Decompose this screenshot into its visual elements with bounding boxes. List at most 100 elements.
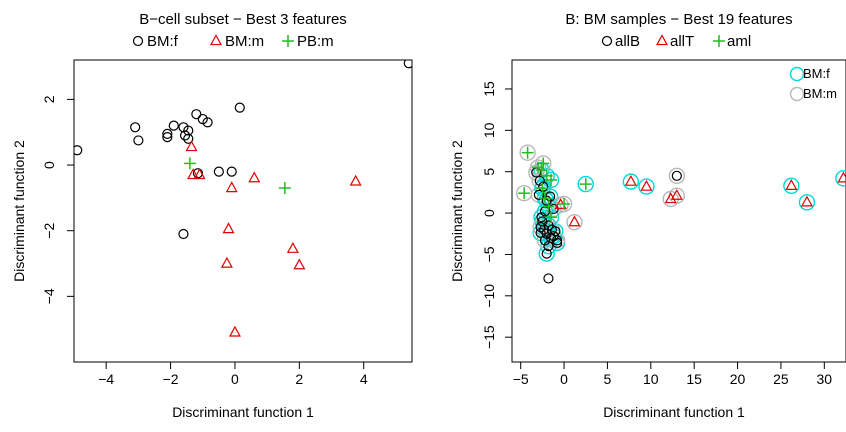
point-bm-f xyxy=(162,132,173,143)
point-ring-cyan xyxy=(798,194,816,211)
point-ring-cyan xyxy=(534,180,551,197)
point-aml xyxy=(521,146,534,159)
point-ring-cyan xyxy=(783,177,800,194)
point-ring-gray xyxy=(535,155,552,172)
point-aml xyxy=(518,187,531,200)
x-tick-label: 10 xyxy=(643,371,659,387)
y-tick-label: −5 xyxy=(481,246,497,262)
legend-label: PB:m xyxy=(297,33,334,50)
y-tick-label: 10 xyxy=(481,122,497,138)
point-pb-m xyxy=(183,157,196,170)
point-ring-gray xyxy=(566,213,583,231)
x-axis-label: Discriminant function 1 xyxy=(172,404,314,420)
point-allb xyxy=(543,273,554,284)
data-points xyxy=(515,144,846,284)
x-axis-label: Discriminant function 1 xyxy=(603,404,745,420)
x-tick-label: 30 xyxy=(817,371,833,387)
point-aml xyxy=(545,173,558,186)
x-tick-label: −5 xyxy=(513,371,529,387)
point-bm-m xyxy=(228,325,241,337)
legend-marker-allt xyxy=(655,34,669,46)
point-allb xyxy=(534,175,545,186)
point-bm-f xyxy=(202,117,213,128)
plot-box xyxy=(511,59,846,363)
y-axis-label: Discriminant function 2 xyxy=(11,140,27,282)
y-axis-label: Discriminant function 2 xyxy=(449,140,465,282)
y-tick-label: −15 xyxy=(481,325,497,349)
point-bm-f xyxy=(130,122,141,133)
point-ring-gray xyxy=(519,144,536,161)
point-bm-m xyxy=(225,181,238,193)
point-bm-f xyxy=(168,120,179,131)
chart-title: B: BM samples − Best 19 features xyxy=(565,11,792,28)
point-allt xyxy=(640,179,653,191)
point-ring-cyan xyxy=(638,178,655,195)
point-bm-m xyxy=(286,242,299,253)
point-aml xyxy=(536,182,549,195)
point-ring-cyan xyxy=(533,161,550,179)
inset-legend-label: BM:f xyxy=(803,66,830,81)
legend-label: aml xyxy=(727,33,751,50)
inset-legend-label: BM:m xyxy=(803,86,837,101)
legend-label: allT xyxy=(670,33,694,50)
point-allb xyxy=(552,237,563,248)
point-bm-m xyxy=(349,174,362,186)
y-tick-label: −2 xyxy=(41,223,57,239)
point-allt xyxy=(670,188,683,200)
x-tick-label: 20 xyxy=(730,371,746,387)
legend-marker-bm-m xyxy=(209,34,223,46)
point-bm-f xyxy=(226,166,237,177)
x-tick-label: −2 xyxy=(163,371,179,387)
point-bm-m xyxy=(185,140,198,152)
legend-marker-allb xyxy=(601,35,613,47)
legend-label: allB xyxy=(615,33,640,50)
point-allb xyxy=(546,224,558,235)
point-aml xyxy=(558,197,571,210)
plot-box xyxy=(73,59,413,363)
y-tick-label: 0 xyxy=(41,161,57,169)
point-bm-m xyxy=(193,168,206,180)
point-bm-m xyxy=(293,258,306,270)
point-allt xyxy=(624,174,637,186)
data-points xyxy=(74,60,412,337)
point-allb xyxy=(671,170,682,181)
y-tick-label: 0 xyxy=(481,209,497,217)
point-bm-m xyxy=(187,168,200,180)
point-allt xyxy=(837,171,846,183)
x-tick-label: 15 xyxy=(686,371,702,387)
point-bm-f xyxy=(162,128,173,139)
x-tick-label: 4 xyxy=(360,371,368,387)
point-bm-f xyxy=(234,102,245,113)
x-tick-label: 0 xyxy=(560,371,568,387)
x-tick-label: 5 xyxy=(604,371,612,387)
legend-label: BM:m xyxy=(225,33,264,50)
x-tick-label: 2 xyxy=(295,371,303,387)
chart-title: B−cell subset − Best 3 features xyxy=(139,11,347,28)
point-bm-f xyxy=(183,133,194,144)
point-bm-f xyxy=(403,60,412,69)
legend-marker-pb-m xyxy=(282,35,294,47)
point-allb xyxy=(535,222,546,233)
point-bm-f xyxy=(74,145,83,156)
point-bm-f xyxy=(191,109,202,120)
point-allt xyxy=(664,192,677,204)
point-bm-m xyxy=(220,256,233,268)
legend-label: BM:f xyxy=(147,33,179,50)
y-tick-label: 5 xyxy=(481,168,497,176)
point-aml xyxy=(537,157,550,170)
legend-marker-aml xyxy=(713,35,725,47)
point-allb xyxy=(539,235,551,246)
inset-legend-ring-bm-m xyxy=(789,86,805,102)
point-aml xyxy=(545,211,558,224)
point-ring-cyan xyxy=(835,170,846,187)
point-bm-f xyxy=(213,166,224,177)
point-allb xyxy=(538,181,549,192)
point-ring-gray xyxy=(529,159,547,176)
point-pb-m xyxy=(278,182,291,195)
point-bm-f xyxy=(183,125,194,136)
point-allt xyxy=(800,195,813,207)
y-tick-label: 2 xyxy=(41,95,57,103)
point-ring-cyan xyxy=(577,175,594,193)
